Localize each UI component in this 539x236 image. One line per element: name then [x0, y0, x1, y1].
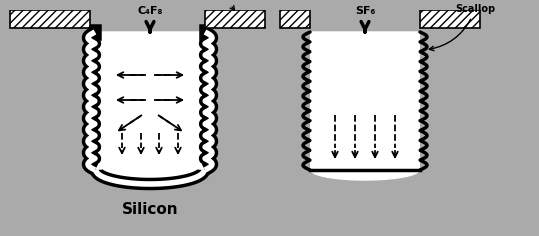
Bar [280, 10, 310, 28]
Bar [265, 28, 272, 236]
Bar [272, 28, 280, 236]
Bar [420, 28, 426, 236]
Bar [205, 10, 265, 28]
Polygon shape [303, 32, 427, 180]
Bar [0, 0, 10, 236]
Text: Photoresist: Photoresist [194, 0, 257, 10]
Text: SF₆: SF₆ [355, 6, 375, 16]
Bar [0, 0, 539, 10]
Text: C₄F₈: C₄F₈ [137, 6, 163, 16]
Bar [304, 28, 310, 236]
Bar [420, 10, 480, 28]
Bar [211, 28, 265, 236]
Bar [480, 28, 539, 236]
Bar [10, 10, 90, 28]
Polygon shape [88, 32, 212, 184]
Text: Silicon: Silicon [122, 202, 178, 218]
Text: Scallop: Scallop [429, 4, 495, 51]
Bar [10, 28, 89, 236]
